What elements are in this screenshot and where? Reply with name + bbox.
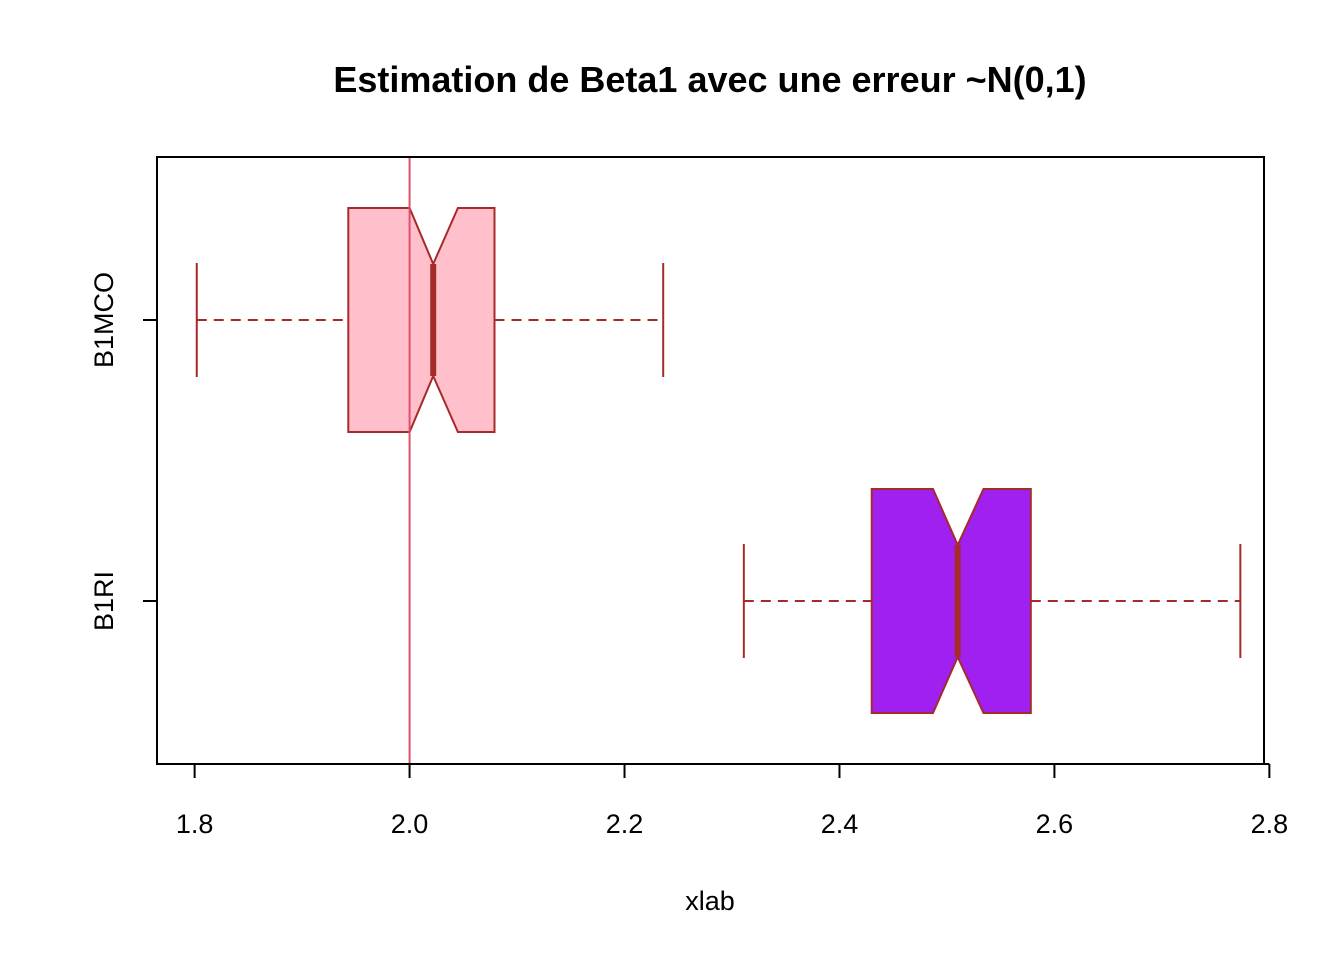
- x-tick-label: 2.4: [821, 809, 859, 839]
- x-tick-label: 2.6: [1036, 809, 1074, 839]
- box-b1ri: [870, 488, 1032, 714]
- x-tick-label: 2.8: [1251, 809, 1289, 839]
- y-axis: B1MCO B1RI: [89, 272, 157, 631]
- x-tick-label: 1.8: [176, 809, 214, 839]
- plot-frame: [156, 156, 1265, 765]
- x-axis-label: xlab: [685, 886, 735, 916]
- y-tick-label: B1MCO: [89, 272, 119, 368]
- x-axis: 1.8 2.0 2.2 2.4 2.6 2.8: [176, 763, 1289, 839]
- box-group-b1mco: [195, 207, 665, 433]
- box-b1mco: [347, 207, 496, 433]
- plot-area: [195, 157, 1242, 764]
- box-group-b1ri: [742, 488, 1242, 714]
- x-tick-label: 2.2: [606, 809, 644, 839]
- chart-title: Estimation de Beta1 avec une erreur ~N(0…: [333, 59, 1086, 100]
- x-tick-label: 2.0: [391, 809, 429, 839]
- y-tick-label: B1RI: [89, 571, 119, 631]
